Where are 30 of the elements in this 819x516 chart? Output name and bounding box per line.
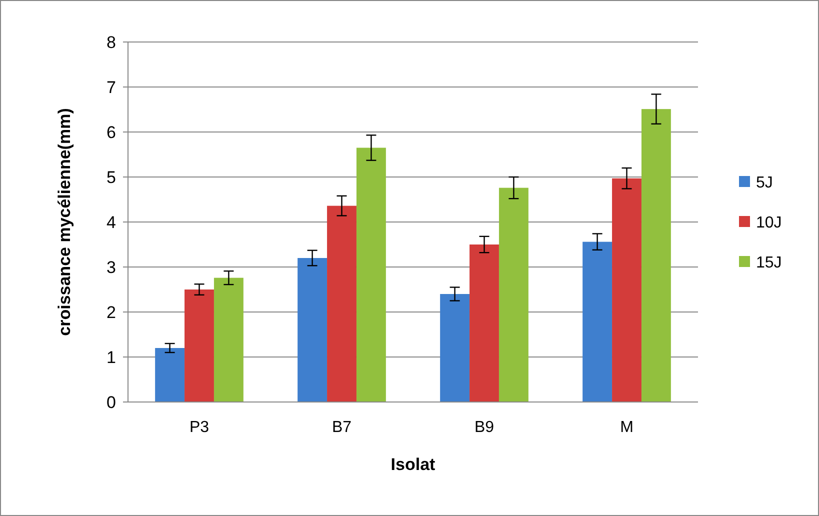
- x-tick-label: B9: [474, 419, 494, 436]
- y-tick-label: 6: [106, 122, 116, 142]
- bar: [641, 109, 671, 402]
- bar: [440, 294, 470, 402]
- bar: [470, 244, 499, 402]
- x-tick-label: P3: [189, 419, 210, 436]
- y-tick-label: 0: [106, 392, 116, 412]
- bar: [214, 278, 244, 402]
- bar: [582, 242, 612, 402]
- x-tick-label: B7: [332, 419, 352, 436]
- legend-label: 15J: [756, 254, 782, 272]
- y-tick-label: 7: [106, 78, 116, 97]
- y-axis-title: croissance mycélienne(mm): [55, 108, 74, 336]
- y-tick-label: 3: [106, 258, 116, 277]
- bar: [356, 148, 386, 402]
- bar: [612, 178, 642, 402]
- legend-label: 5J: [756, 174, 773, 192]
- bar: [298, 258, 328, 402]
- bar: [327, 206, 356, 402]
- y-tick-label: 5: [106, 168, 116, 187]
- bar: [498, 188, 528, 402]
- y-tick-label: 1: [106, 348, 116, 367]
- y-tick-label: 2: [106, 302, 116, 322]
- legend-label: 10J: [756, 214, 782, 232]
- x-axis-title: Isolat: [390, 455, 436, 474]
- y-tick-label: 4: [106, 212, 116, 232]
- bar: [155, 348, 185, 402]
- bar: [184, 290, 214, 402]
- x-tick-label: M: [620, 419, 634, 436]
- y-tick-label: 8: [106, 32, 116, 52]
